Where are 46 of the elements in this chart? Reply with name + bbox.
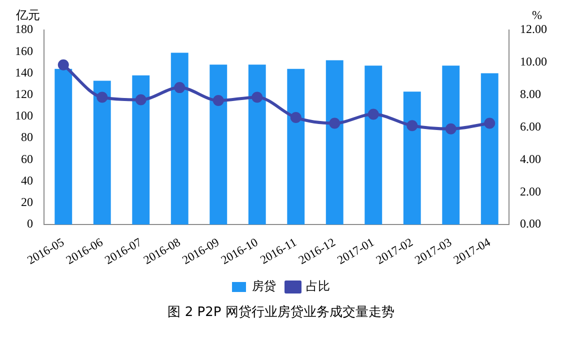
y2-tick-label: 4.00	[520, 152, 541, 166]
bar	[132, 75, 150, 225]
y-tick-label: 80	[21, 130, 33, 144]
y2-tick-label: 10.00	[520, 54, 547, 69]
bar	[442, 66, 460, 225]
y-tick-label: 180	[15, 22, 33, 36]
legend-label: 占比	[306, 279, 330, 294]
y2-tick-label: 6.00	[520, 119, 541, 134]
bar	[170, 52, 188, 225]
y-tick-label: 60	[21, 152, 33, 166]
y-tick-label: 0	[27, 216, 33, 231]
point	[96, 92, 108, 103]
y-tick-label: 120	[15, 87, 33, 101]
y2-tick-label: 0.00	[520, 216, 541, 231]
bar	[54, 68, 72, 225]
point	[58, 59, 69, 70]
point	[484, 118, 496, 129]
point	[368, 108, 379, 120]
point	[290, 112, 302, 124]
bar	[210, 64, 228, 225]
y-tick-label: 140	[15, 65, 33, 80]
y2-axis-title: %	[532, 8, 542, 22]
y-tick-label: 40	[21, 173, 33, 188]
bar	[93, 80, 111, 225]
text: 图 2 P2P 网贷行业房贷业务成交量走势	[166, 304, 396, 321]
legend-label: 房贷	[252, 279, 276, 294]
point	[174, 82, 186, 94]
y-tick-label: 160	[15, 44, 33, 58]
y-tick-label: 100	[15, 108, 33, 123]
point	[135, 94, 146, 106]
point	[212, 95, 224, 106]
y2-tick-label: 8.00	[520, 87, 541, 101]
point	[329, 118, 340, 129]
y-tick-label: 20	[21, 195, 33, 210]
point	[406, 120, 418, 132]
bar	[364, 66, 382, 225]
bar	[403, 92, 421, 225]
point	[252, 92, 263, 103]
point	[445, 123, 456, 134]
bar	[287, 68, 305, 225]
y2-tick-label: 12.00	[520, 22, 547, 36]
bar	[248, 64, 266, 225]
bar	[480, 73, 498, 225]
y-axis-title: 亿元	[15, 8, 40, 22]
y2-tick-label: 2.00	[520, 184, 541, 198]
bar	[326, 60, 344, 225]
